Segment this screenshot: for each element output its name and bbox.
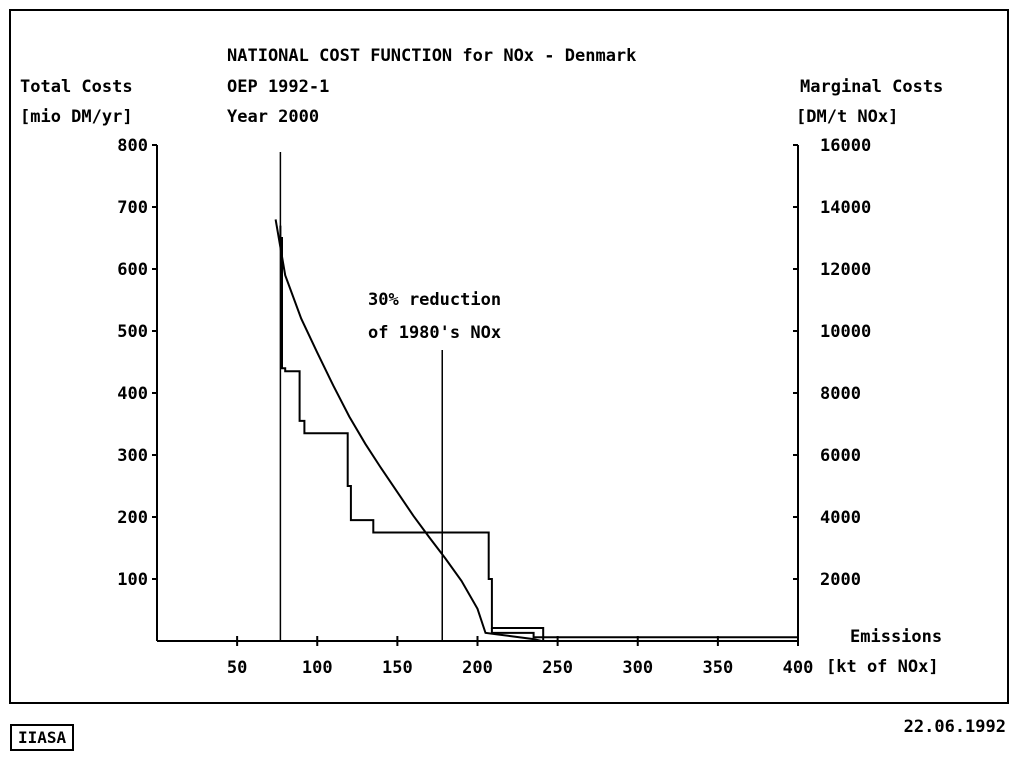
annotation-line-1: 30% reduction	[368, 290, 501, 310]
chart-year: Year 2000	[227, 107, 319, 127]
left-tick-label-100: 100	[117, 570, 148, 590]
left-axis-title: Total Costs	[20, 77, 133, 97]
left-tick-label-700: 700	[117, 198, 148, 218]
chart-subtitle: OEP 1992-1	[227, 77, 329, 97]
right-tick-label-16000: 16000	[820, 136, 871, 156]
x-tick-label-250: 250	[542, 658, 573, 678]
report-date: 22.06.1992	[903, 717, 1006, 737]
tick-marks	[152, 144, 799, 646]
x-tick-label-100: 100	[302, 658, 333, 678]
right-tick-label-2000: 2000	[820, 570, 861, 590]
x-tick-label-150: 150	[382, 658, 413, 678]
x-tick-label-300: 300	[622, 658, 653, 678]
x-tick-label-50: 50	[227, 658, 247, 678]
left-tick-label-600: 600	[117, 260, 148, 280]
right-tick-label-4000: 4000	[820, 508, 861, 528]
series-marginal-costs-step-lower	[490, 628, 545, 641]
right-tick-label-14000: 14000	[820, 198, 871, 218]
x-tick-label-350: 350	[703, 658, 734, 678]
right-tick-label-8000: 8000	[820, 384, 861, 404]
tick-labels: 50 100 150 200 250 300 350 400 100 200 300 400 500 60…	[117, 136, 871, 678]
left-tick-label-400: 400	[117, 384, 148, 404]
series-total-costs	[274, 219, 542, 642]
series-marginal-costs-step	[279, 225, 798, 639]
series-layer	[274, 219, 798, 642]
x-tick-label-200: 200	[462, 658, 493, 678]
plot-frame	[9, 9, 1009, 704]
left-tick-label-200: 200	[117, 508, 148, 528]
annotation-line-2: of 1980's NOx	[368, 323, 501, 343]
axes	[156, 145, 799, 642]
iiasa-logo: IIASA	[10, 724, 75, 751]
left-axis-unit: [mio DM/yr]	[20, 107, 133, 127]
x-tick-label-400: 400	[783, 658, 814, 678]
right-tick-label-6000: 6000	[820, 446, 861, 466]
right-axis-title: Marginal Costs	[800, 77, 943, 97]
chart-title: NATIONAL COST FUNCTION for NOx - Denmark	[227, 46, 636, 66]
left-tick-label-800: 800	[117, 136, 148, 156]
x-axis-title: Emissions	[850, 627, 942, 647]
left-tick-label-500: 500	[117, 322, 148, 342]
right-axis-unit: [DM/t NOx]	[796, 107, 898, 127]
left-tick-label-300: 300	[117, 446, 148, 466]
reference-lines	[279, 152, 443, 641]
right-tick-label-12000: 12000	[820, 260, 871, 280]
right-tick-label-10000: 10000	[820, 322, 871, 342]
x-axis-unit: [kt of NOx]	[826, 657, 939, 677]
